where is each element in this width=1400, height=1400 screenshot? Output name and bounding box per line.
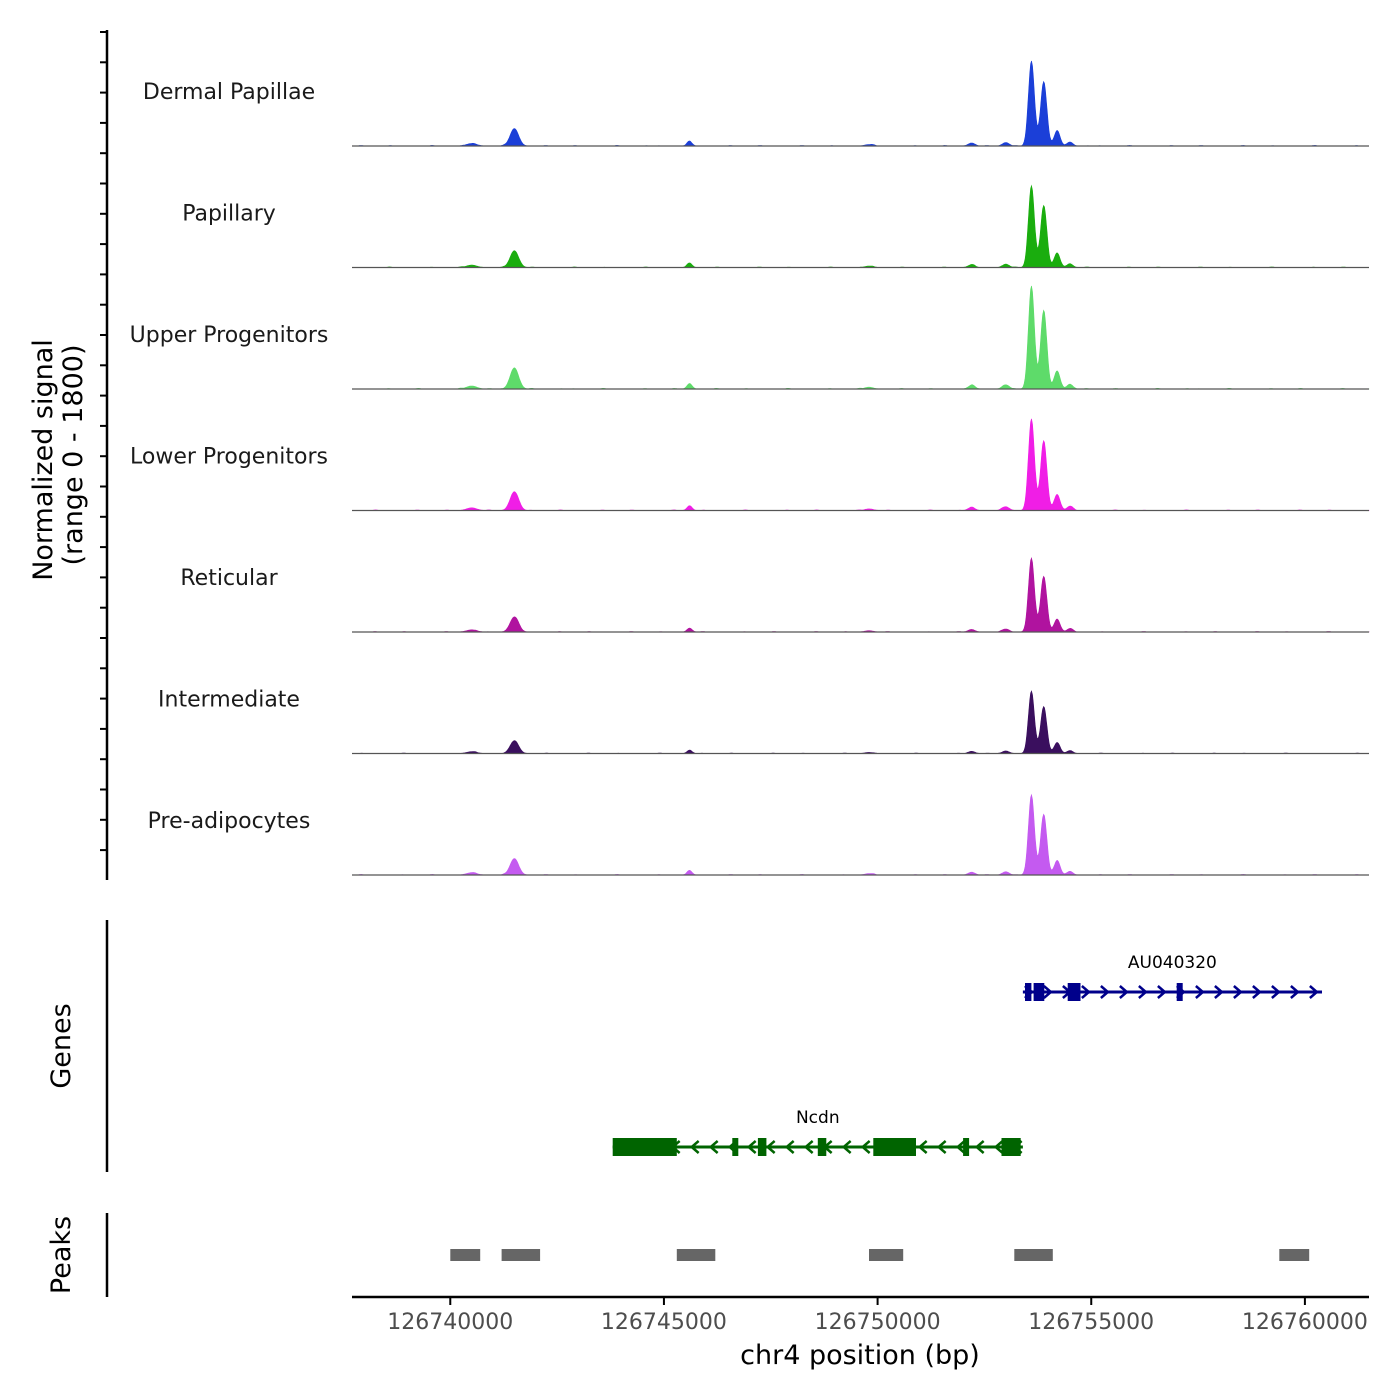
peak-region [1014,1249,1053,1261]
strand-chevron [689,1140,700,1154]
y-axis-subtitle: (range 0 - 1800) [58,345,89,566]
x-axis-title: chr4 position (bp) [740,1340,980,1371]
track-papillary: Papillary [182,184,1369,269]
strand-chevron [917,1140,928,1154]
x-tick-label: 126740000 [387,1310,513,1335]
gene-au040320: AU040320 [1022,953,1322,1001]
strand-chevron [1119,985,1129,999]
signal-area [352,690,1369,754]
signal-area [352,285,1370,390]
track-label: Reticular [180,566,278,591]
x-tick-label: 126755000 [1028,1310,1154,1335]
peak-region [1279,1249,1310,1261]
strand-chevron [784,1140,795,1154]
track-label: Lower Progenitors [130,445,328,470]
strand-chevron [860,1140,871,1154]
strand-chevron [1290,985,1300,999]
gene-label: Ncdn [796,1108,840,1128]
x-tick-label: 126750000 [815,1310,941,1335]
track-label: Pre-adipocytes [148,809,311,834]
strand-chevron [746,1140,757,1154]
strand-chevron [803,1140,814,1154]
track-intermediate: Intermediate [158,688,1369,755]
signal-area [352,418,1370,511]
exon [963,1138,970,1156]
gene-track: AU040320 Ncdn [612,953,1322,1156]
strand-chevron [1214,985,1224,999]
exon [612,1138,677,1156]
strand-chevron [765,1140,776,1154]
strand-chevron [936,1140,947,1154]
peak-region [676,1249,716,1261]
track-lower-progenitors: Lower Progenitors [130,418,1370,512]
exon [757,1138,767,1156]
peaks-axis-title: Peaks [46,1216,77,1294]
strand-chevron [1252,985,1262,999]
gene-ncdn: Ncdn [612,1108,1023,1156]
strand-chevron [955,1140,966,1154]
track-label: Intermediate [158,688,300,713]
strand-chevron [708,1140,719,1154]
exon [873,1138,916,1156]
y-axis [100,30,109,880]
x-tick-label: 126760000 [1242,1310,1368,1335]
exon [1067,983,1081,1001]
strand-chevron [841,1140,852,1154]
peak-track [450,1249,1310,1261]
peak-region [869,1249,904,1261]
strand-chevron [1100,985,1110,999]
exon [1001,1138,1021,1156]
track-label: Dermal Papillae [143,80,315,105]
strand-chevron [1271,985,1281,999]
x-tick-label: 126745000 [601,1310,727,1335]
track-label: Papillary [182,202,276,227]
y-axis-title: Normalized signal [28,339,59,581]
track-upper-progenitors: Upper Progenitors [130,285,1370,390]
genes-axis-title: Genes [46,1003,77,1088]
strand-chevron [993,1140,1004,1154]
exon [732,1138,739,1156]
signal-area [352,184,1369,268]
gene-label: AU040320 [1128,953,1217,973]
track-pre-adipocytes: Pre-adipocytes [148,793,1369,876]
track-reticular: Reticular [180,556,1370,633]
strand-chevron [1138,985,1148,999]
strand-chevron [1157,985,1167,999]
signal-area [352,60,1369,147]
strand-chevron [1233,985,1243,999]
exon [1033,983,1045,1001]
strand-chevron [1309,985,1319,999]
exon [1025,983,1032,1001]
x-axis: 126740000 126745000 126750000 126755000 1267… [352,1295,1369,1335]
track-dermal-papillae: Dermal Papillae [143,60,1369,147]
peak-region [450,1249,481,1261]
strand-chevron [1195,985,1205,999]
strand-chevron [1043,985,1053,999]
exon [817,1138,827,1156]
strand-chevron [1081,985,1091,999]
coverage-tracks: Dermal Papillae Papillary Upper Progenitor… [130,60,1370,876]
track-label: Upper Progenitors [130,323,329,348]
signal-area [352,556,1370,633]
peak-region [501,1249,541,1261]
exon [1176,983,1183,1001]
strand-chevron [974,1140,985,1154]
signal-area [352,793,1369,876]
